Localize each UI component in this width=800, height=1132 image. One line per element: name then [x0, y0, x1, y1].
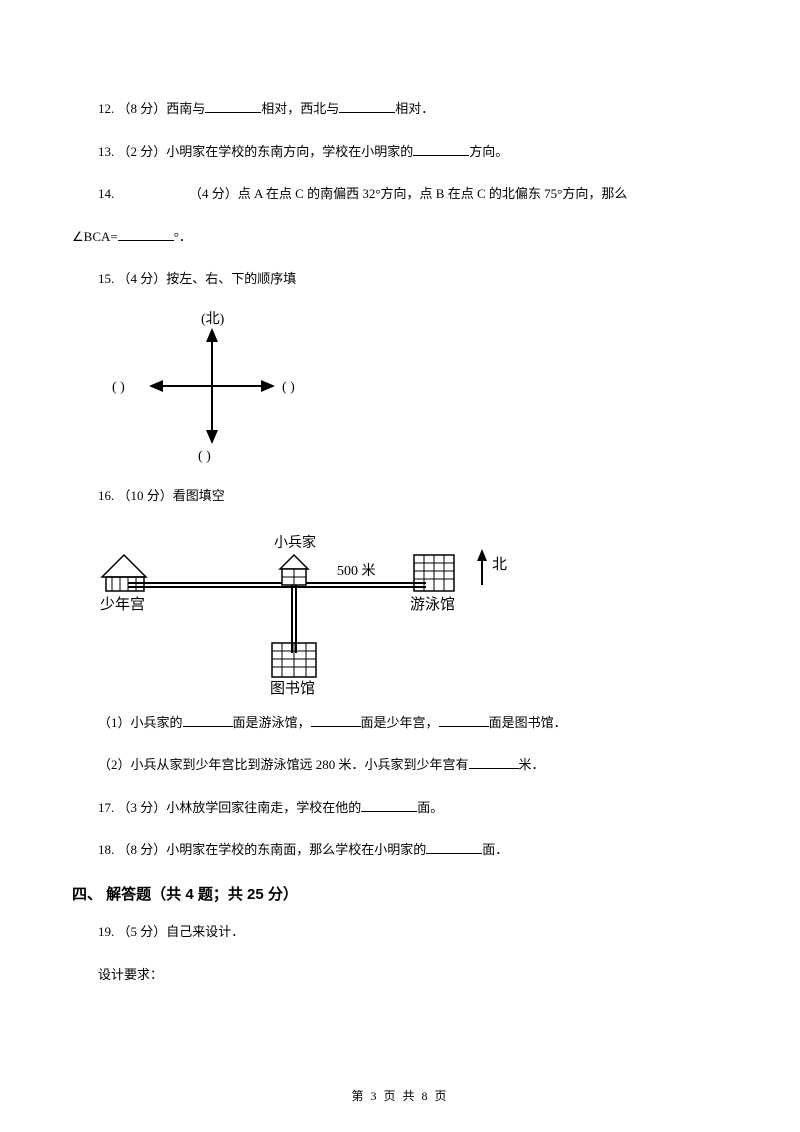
q16-1-n: （1） — [98, 715, 131, 730]
compass-south-paren: ( ) — [198, 449, 211, 464]
question-16-1: （1）小兵家的 面是游泳馆， 面是少年宫， 面是图书馆． — [72, 709, 728, 738]
q16-1-blank2 — [311, 713, 361, 727]
question-17: 17. （3 分）小林放学回家往南走，学校在他的 面。 — [72, 794, 728, 823]
q16-1-d: 面是图书馆． — [489, 715, 567, 730]
q16-num: 16. （10 分） — [98, 488, 173, 503]
question-19-sub: 设计要求： — [72, 961, 728, 990]
compass-diagram: (北) ( ) ( ) ( ) — [112, 308, 728, 468]
q14-t1: （4 分）点 A 在点 C 的南偏西 32°方向，点 B 在点 C 的北偏东 7… — [189, 186, 627, 201]
page-footer: 第 3 页 共 8 页 — [0, 1087, 800, 1104]
q17-num: 17. （3 分） — [98, 800, 166, 815]
library-icon — [272, 643, 316, 677]
map-svg: 小兵家 500 米 北 少年宫 游泳馆 图书馆 — [94, 525, 524, 695]
q16-2-a: 小兵从家到少年宫比到游泳馆远 280 米．小兵家到少年宫有 — [131, 757, 469, 772]
q12-num: 12. （8 分） — [98, 101, 166, 116]
q13-blank — [413, 142, 469, 156]
q13-t1: 小明家在学校的东南方向，学校在小明家的 — [166, 144, 413, 159]
q17-t2: 面。 — [417, 800, 443, 815]
q14-prefix: ∠BCA= — [72, 229, 118, 244]
map-home-label: 小兵家 — [274, 534, 316, 551]
home-icon — [280, 555, 308, 585]
q15-t1: 按左、右、下的顺序填 — [166, 271, 296, 286]
question-19: 19. （5 分）自己来设计． — [72, 918, 728, 947]
question-14-line1: 14. （4 分）点 A 在点 C 的南偏西 32°方向，点 B 在点 C 的北… — [72, 180, 728, 209]
q12-blank-1 — [205, 99, 261, 113]
q16-1-blank1 — [183, 713, 233, 727]
compass-north-label: (北) — [201, 311, 225, 327]
q18-blank — [426, 840, 482, 854]
q17-t1: 小林放学回家往南走，学校在他的 — [166, 800, 361, 815]
q14-blank — [118, 227, 174, 241]
compass-west-paren: ( ) — [112, 380, 125, 395]
q12-blank-2 — [339, 99, 395, 113]
q18-t1: 小明家在学校的东南面，那么学校在小明家的 — [166, 842, 426, 857]
q16-2-blank — [469, 755, 519, 769]
q16-2-n: （2） — [98, 757, 131, 772]
question-12: 12. （8 分）西南与 相对，西北与 相对． — [72, 95, 728, 124]
q19-t1: 自己来设计． — [166, 924, 244, 939]
map-library-label: 图书馆 — [270, 680, 315, 695]
compass-east-paren: ( ) — [282, 380, 295, 395]
q14-spaces — [114, 186, 189, 201]
question-15: 15. （4 分）按左、右、下的顺序填 — [72, 265, 728, 294]
q19-num: 19. （5 分） — [98, 924, 166, 939]
map-palace-label: 少年宫 — [100, 596, 145, 613]
section-4-heading: 四、 解答题（共 4 题；共 25 分） — [72, 883, 728, 904]
map-diagram: 小兵家 500 米 北 少年宫 游泳馆 图书馆 — [94, 525, 728, 695]
palace-icon — [102, 555, 146, 591]
map-north-label: 北 — [492, 556, 507, 573]
question-13: 13. （2 分）小明家在学校的东南方向，学校在小明家的 方向。 — [72, 138, 728, 167]
q16-1-a: 小兵家的 — [131, 715, 183, 730]
q17-blank — [361, 798, 417, 812]
question-16-2: （2）小兵从家到少年宫比到游泳馆远 280 米．小兵家到少年宫有 米． — [72, 751, 728, 780]
q18-num: 18. （8 分） — [98, 842, 166, 857]
map-pool-label: 游泳馆 — [410, 596, 455, 613]
q12-t3: 相对． — [395, 101, 434, 116]
q16-1-b: 面是游泳馆， — [233, 715, 311, 730]
q14-suffix: °． — [174, 229, 192, 244]
compass-svg: (北) ( ) ( ) ( ) — [112, 308, 342, 468]
question-14-line2: ∠BCA= °． — [72, 223, 728, 252]
pool-icon — [414, 555, 454, 591]
q16-1-blank3 — [439, 713, 489, 727]
q16-t1: 看图填空 — [173, 488, 225, 503]
q16-2-b: 米． — [519, 757, 545, 772]
q13-num: 13. （2 分） — [98, 144, 166, 159]
question-18: 18. （8 分）小明家在学校的东南面，那么学校在小明家的 面． — [72, 836, 728, 865]
q15-num: 15. （4 分） — [98, 271, 166, 286]
map-distance-label: 500 米 — [337, 563, 376, 579]
q12-t1: 西南与 — [166, 101, 205, 116]
q18-t2: 面． — [482, 842, 508, 857]
q12-t2: 相对，西北与 — [261, 101, 339, 116]
question-16: 16. （10 分）看图填空 — [72, 482, 728, 511]
q13-t2: 方向。 — [469, 144, 508, 159]
q14-num: 14. — [98, 186, 114, 201]
q16-1-c: 面是少年宫， — [361, 715, 439, 730]
